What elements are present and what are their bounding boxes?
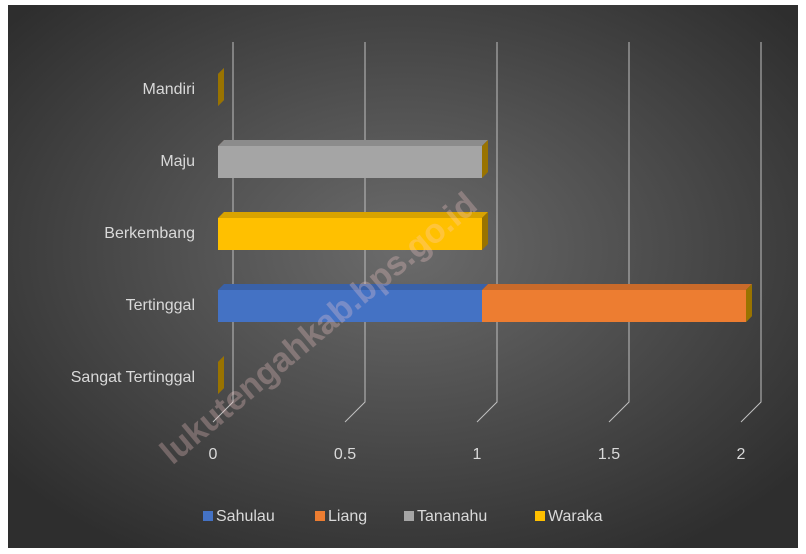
x-tick-label: 1 <box>473 446 482 463</box>
y-tick-label: Berkembang <box>104 225 195 242</box>
bar-side <box>218 68 224 106</box>
y-tick-label: Sangat Tertinggal <box>71 369 195 386</box>
bar <box>218 68 224 106</box>
bar <box>746 284 752 322</box>
bar-top <box>482 284 752 290</box>
bar-front <box>482 290 746 322</box>
bar-front <box>218 290 482 322</box>
legend-label: Tananahu <box>417 508 487 525</box>
bar <box>218 140 488 178</box>
bar <box>218 284 488 322</box>
legend-label: Liang <box>328 508 367 525</box>
legend-swatch <box>315 511 325 521</box>
bar <box>218 212 488 250</box>
legend-swatch <box>535 511 545 521</box>
y-tick-label: Maju <box>160 153 195 170</box>
bar <box>482 140 488 178</box>
bar-front <box>218 218 482 250</box>
x-tick-label: 0 <box>209 446 218 463</box>
chart-background <box>8 5 798 548</box>
grid-line <box>608 42 630 423</box>
y-tick-label: Mandiri <box>143 81 195 98</box>
bar-top <box>218 140 488 146</box>
legend-label: Waraka <box>548 508 603 525</box>
bar-top <box>218 212 488 218</box>
bar-front <box>218 146 482 178</box>
bar-side <box>482 140 488 178</box>
bar-side <box>746 284 752 322</box>
x-tick-label: 2 <box>737 446 746 463</box>
x-tick-label: 0.5 <box>334 446 356 463</box>
y-tick-label: Tertinggal <box>126 297 195 314</box>
bar <box>482 284 752 322</box>
bar-side <box>218 356 224 394</box>
legend-label: Sahulau <box>216 508 275 525</box>
bar-top <box>218 284 488 290</box>
grid-line <box>476 42 498 423</box>
legend-swatch <box>203 511 213 521</box>
legend-swatch <box>404 511 414 521</box>
grid-line <box>740 42 762 423</box>
x-tick-label: 1.5 <box>598 446 620 463</box>
bar <box>218 356 224 394</box>
bar-side <box>482 212 488 250</box>
